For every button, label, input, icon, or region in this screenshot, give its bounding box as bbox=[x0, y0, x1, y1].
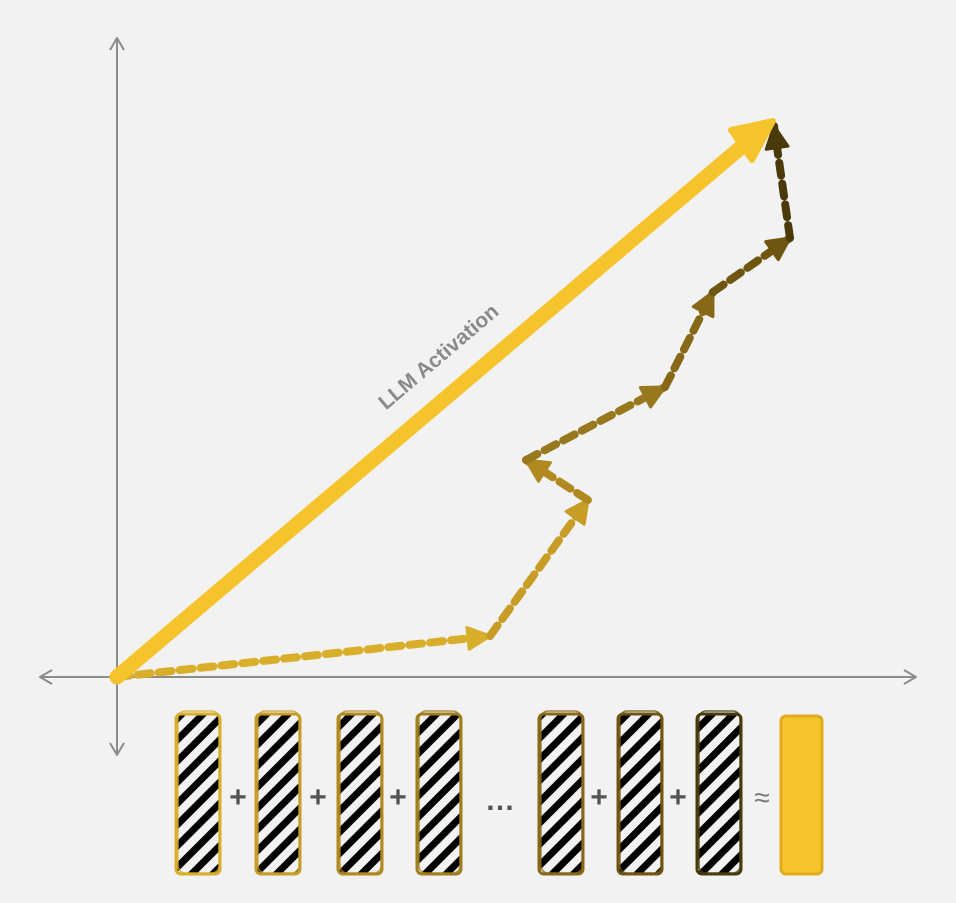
feature-bar-hatch bbox=[256, 714, 300, 874]
feature-bar-sketch bbox=[257, 710, 300, 874]
path-segment bbox=[486, 496, 592, 640]
path-segment-arrowhead bbox=[764, 124, 790, 151]
feature-path bbox=[113, 122, 794, 681]
feature-bar-outline bbox=[537, 712, 585, 876]
feature-bar-hatch bbox=[539, 714, 583, 874]
ellipsis-operator: … bbox=[485, 784, 515, 817]
plus-operator: + bbox=[309, 781, 327, 814]
path-segment bbox=[522, 383, 669, 464]
feature-bar-outline bbox=[336, 712, 384, 876]
plus-operator: + bbox=[669, 781, 687, 814]
feature-bar-outline bbox=[174, 712, 222, 876]
x-axis-right-arrowhead bbox=[903, 669, 917, 685]
activation-result-bar bbox=[779, 714, 824, 876]
activation-vector-arrowhead bbox=[728, 118, 776, 163]
plus-operator: + bbox=[389, 781, 407, 814]
feature-bar bbox=[254, 710, 302, 876]
feature-bar-sketch bbox=[540, 710, 583, 874]
activation-vector-shaft bbox=[109, 130, 760, 685]
path-segment bbox=[113, 632, 494, 681]
path-segment-arrowhead bbox=[524, 458, 552, 483]
feature-bar-sketch bbox=[619, 710, 662, 874]
feature-bar bbox=[537, 710, 585, 876]
feature-bar-sketch bbox=[177, 710, 220, 874]
feature-bar bbox=[415, 710, 463, 876]
feature-bar-outline bbox=[415, 712, 463, 876]
plus-operator: + bbox=[229, 781, 247, 814]
path-segment-arrowhead bbox=[764, 236, 792, 262]
activation-vector bbox=[109, 118, 776, 685]
path-segment-arrowhead bbox=[691, 290, 715, 319]
plus-operator: + bbox=[590, 781, 608, 814]
y-axis-bottom-arrowhead bbox=[109, 742, 125, 756]
feature-bar bbox=[174, 710, 222, 876]
feature-bar bbox=[616, 710, 664, 876]
feature-bar-sketch bbox=[698, 710, 741, 874]
feature-bar-sketch bbox=[418, 710, 461, 874]
feature-bar-hatch bbox=[176, 714, 220, 874]
x-axis-left-arrowhead bbox=[39, 669, 53, 685]
feature-bar-outline bbox=[695, 712, 743, 876]
axes bbox=[39, 37, 917, 756]
feature-bar-hatch bbox=[338, 714, 382, 874]
feature-bar-hatch bbox=[618, 714, 662, 874]
path-segment-arrowhead bbox=[638, 385, 667, 409]
feature-bar-outline bbox=[254, 712, 302, 876]
feature-bar-sketch bbox=[339, 710, 382, 874]
feature-bar bbox=[695, 710, 743, 876]
feature-bar-outline bbox=[616, 712, 664, 876]
y-axis-top-arrowhead bbox=[109, 37, 125, 51]
feature-decomposition: + + + + + … ≈ bbox=[174, 710, 824, 876]
approx-operator: ≈ bbox=[754, 782, 769, 813]
path-segment-arrowhead bbox=[564, 498, 590, 526]
path-segment-arrowhead bbox=[465, 626, 492, 651]
feature-bar-hatch bbox=[417, 714, 461, 874]
feature-bar bbox=[336, 710, 384, 876]
feature-bar-hatch bbox=[697, 714, 741, 874]
